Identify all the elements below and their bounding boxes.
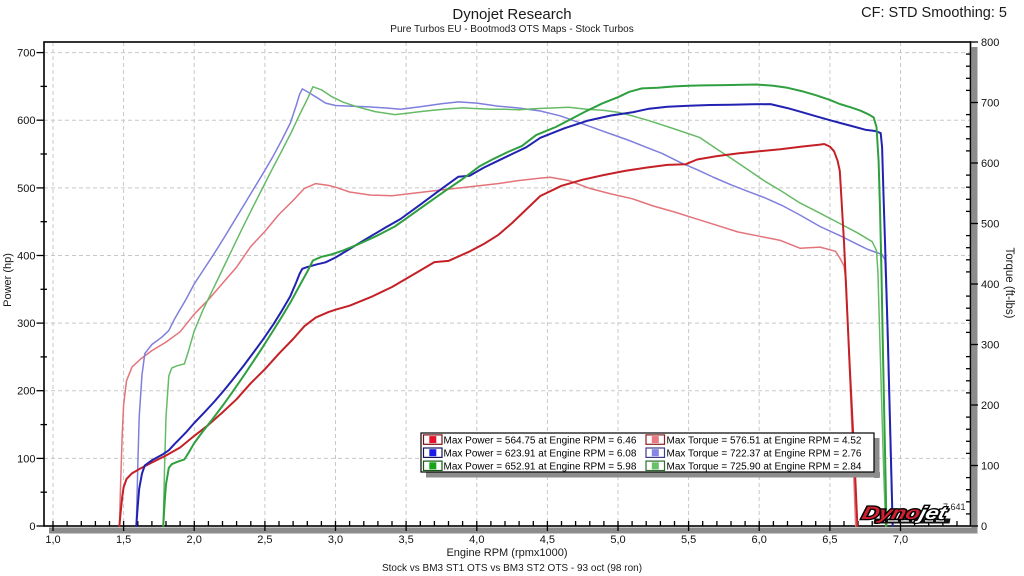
svg-text:Power (hp): Power (hp)	[2, 253, 14, 307]
svg-text:400: 400	[981, 279, 999, 291]
svg-text:Engine RPM (rpmx1000): Engine RPM (rpmx1000)	[446, 547, 567, 559]
svg-text:Max Power = 564.75 at Engine R: Max Power = 564.75 at Engine RPM = 6.46	[444, 435, 637, 446]
svg-text:0: 0	[981, 521, 987, 533]
svg-text:Max Torque = 722.37 at Engine: Max Torque = 722.37 at Engine RPM = 2.76	[667, 449, 862, 460]
svg-text:6,0: 6,0	[752, 534, 767, 546]
svg-text:400: 400	[17, 251, 35, 263]
svg-text:Max Power = 623.91 at Engine R: Max Power = 623.91 at Engine RPM = 6.08	[444, 449, 637, 460]
svg-text:7,641: 7,641	[943, 502, 966, 512]
svg-text:300: 300	[17, 318, 35, 330]
svg-text:2,5: 2,5	[257, 534, 272, 546]
svg-text:100: 100	[981, 461, 999, 473]
svg-text:CF: STD Smoothing: 5: CF: STD Smoothing: 5	[861, 5, 1007, 21]
svg-text:800: 800	[981, 37, 999, 49]
svg-text:Torque (ft-lbs): Torque (ft-lbs)	[1003, 248, 1015, 319]
svg-text:Pure Turbos EU - Bootmod3 OTS: Pure Turbos EU - Bootmod3 OTS Maps - Sto…	[390, 24, 633, 35]
svg-text:Stock vs BM3 ST1 OTS vs BM3 ST: Stock vs BM3 ST1 OTS vs BM3 ST2 OTS - 93…	[382, 563, 642, 574]
svg-text:7,0: 7,0	[893, 534, 908, 546]
svg-text:700: 700	[17, 48, 35, 60]
svg-text:100: 100	[17, 453, 35, 465]
svg-text:300: 300	[981, 340, 999, 352]
svg-text:200: 200	[981, 400, 999, 412]
svg-text:4,5: 4,5	[540, 534, 555, 546]
svg-text:600: 600	[17, 115, 35, 127]
svg-text:Max Torque = 725.90 at Engine: Max Torque = 725.90 at Engine RPM = 2.84	[667, 462, 862, 473]
svg-text:200: 200	[17, 386, 35, 398]
svg-text:500: 500	[981, 219, 999, 231]
svg-text:3,0: 3,0	[328, 534, 343, 546]
svg-text:6,5: 6,5	[822, 534, 837, 546]
svg-text:Max Torque = 576.51 at Engine: Max Torque = 576.51 at Engine RPM = 4.52	[667, 435, 862, 446]
svg-text:3,5: 3,5	[398, 534, 413, 546]
svg-text:2,0: 2,0	[187, 534, 202, 546]
svg-text:1,0: 1,0	[45, 534, 60, 546]
svg-text:500: 500	[17, 183, 35, 195]
svg-text:600: 600	[981, 158, 999, 170]
svg-text:Dynojet Research: Dynojet Research	[452, 6, 571, 23]
svg-text:700: 700	[981, 98, 999, 110]
svg-text:Max Power = 652.91 at Engine R: Max Power = 652.91 at Engine RPM = 5.98	[444, 462, 637, 473]
svg-text:5,5: 5,5	[681, 534, 696, 546]
svg-text:1,5: 1,5	[116, 534, 131, 546]
svg-text:Dynojet: Dynojet	[860, 503, 950, 523]
svg-text:0: 0	[29, 521, 35, 533]
svg-text:4,0: 4,0	[469, 534, 484, 546]
svg-text:5,0: 5,0	[610, 534, 625, 546]
